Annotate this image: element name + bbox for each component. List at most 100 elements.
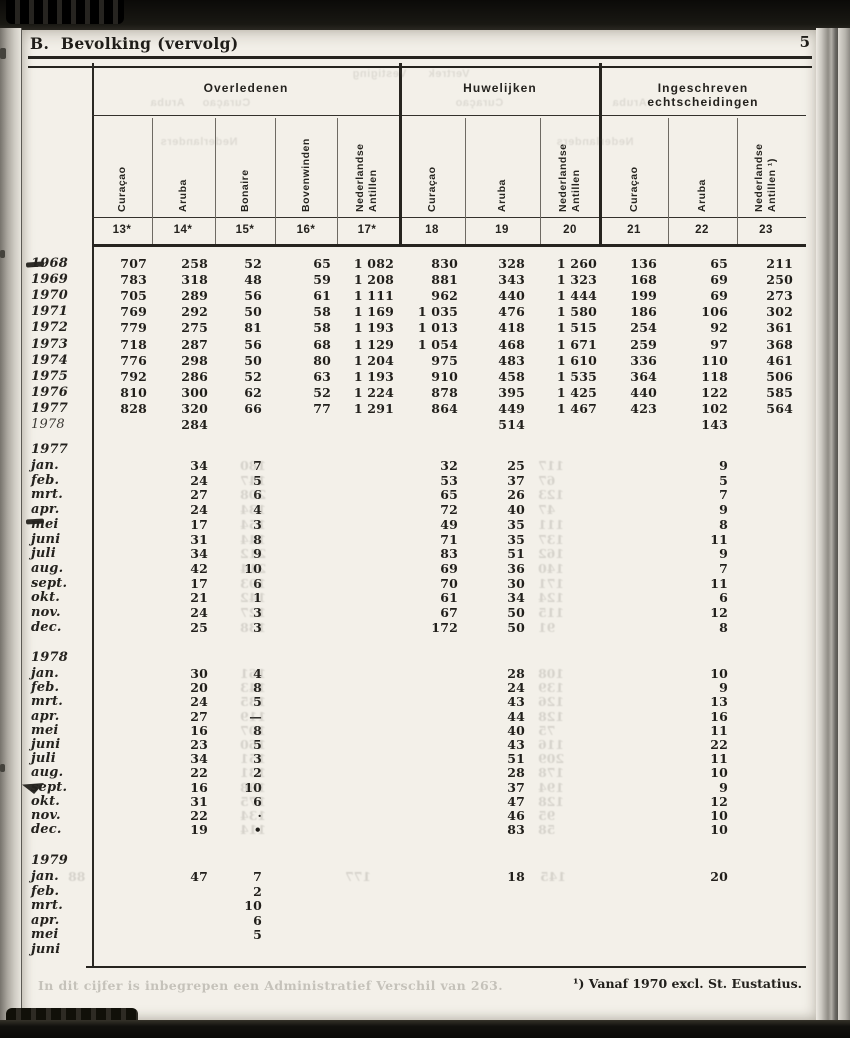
cell-col-14: 284 — [181, 417, 208, 432]
bleedthrough-number: 193 — [240, 575, 267, 591]
table-row-month: nov. 22 · 46 10 — [0, 808, 820, 824]
column-label-23: Nederlandse Antillen ¹) — [753, 143, 778, 212]
row-label: mrt. — [31, 898, 63, 913]
cell-col-17: 1 204 — [353, 352, 394, 368]
row-label: jan. — [31, 869, 59, 884]
row-label: apr. — [31, 708, 60, 724]
binding-bar-bottom — [0, 1020, 850, 1038]
cell-col-16: 77 — [313, 400, 331, 416]
column-divider — [215, 118, 216, 244]
row-label: juli — [31, 751, 56, 767]
cell-col-22: 10 — [710, 765, 728, 781]
cell-col-19: 30 — [507, 575, 525, 591]
cell-col-23: 564 — [766, 400, 793, 416]
cell-col-21: 259 — [630, 336, 657, 352]
cell-col-22: 110 — [701, 352, 728, 368]
row-label: 1973 — [31, 336, 68, 352]
column-number-21: 21 — [627, 224, 641, 236]
table-row-month: mrt. 24 5 43 13 — [0, 694, 820, 710]
cell-col-15: 5 — [253, 927, 262, 942]
row-label: 1977 — [31, 442, 68, 457]
cell-col-15: 3 — [253, 605, 262, 620]
bleedthrough-word: Aruba — [150, 97, 185, 109]
cell-col-14: 258 — [181, 256, 208, 271]
cell-col-23: 211 — [766, 256, 793, 271]
bleedthrough-number: 58 — [538, 822, 556, 838]
month-block-header: 1977 — [0, 442, 820, 458]
cell-col-22: 7 — [719, 560, 728, 576]
cell-col-14: 22 — [190, 765, 208, 781]
column-label-15: Bonaire — [238, 169, 251, 212]
cell-col-21: 364 — [630, 368, 657, 384]
cell-col-18: 864 — [431, 400, 458, 416]
cell-col-22: 118 — [701, 368, 728, 384]
cell-col-14: 34 — [190, 458, 208, 473]
cell-col-14: 20 — [190, 680, 208, 696]
cell-col-14: 27 — [190, 708, 208, 724]
table-row-month: juli 34 3 51 11 — [0, 751, 820, 767]
column-divider — [540, 118, 541, 244]
bleedthrough-number: 116 — [538, 737, 565, 752]
column-number-15: 15* — [235, 224, 255, 236]
cell-col-18: 32 — [440, 458, 458, 473]
cell-col-15: 66 — [244, 400, 262, 416]
cell-col-14: 30 — [190, 666, 208, 681]
cell-col-17: 1 208 — [353, 272, 394, 288]
cell-col-20: 1 323 — [556, 272, 597, 288]
cell-col-22: 65 — [710, 256, 728, 271]
cell-col-19: 24 — [507, 680, 525, 696]
cell-col-14: 25 — [190, 619, 208, 635]
cell-col-21: 254 — [630, 320, 657, 336]
bleedthrough-number: 115 — [538, 605, 565, 620]
cell-col-13: 718 — [120, 336, 147, 352]
cell-col-14: 289 — [181, 288, 208, 304]
table-row-year: 1975 792 286 52 63 1 193 910 458 1 535 364 118 506 — [0, 369, 820, 385]
cell-col-15: 4 — [253, 502, 262, 518]
cell-col-19: 476 — [498, 304, 525, 320]
cell-col-18: 1 035 — [417, 304, 458, 320]
cell-col-16: 80 — [313, 352, 331, 368]
cell-col-14: 17 — [190, 516, 208, 532]
bleedthrough-number: 180 — [240, 458, 267, 473]
cell-col-19: 26 — [507, 487, 525, 503]
bleedthrough-number: 177 — [345, 869, 372, 884]
row-label: feb. — [31, 883, 60, 899]
bleedthrough-number: 162 — [538, 546, 565, 562]
cell-col-19: 418 — [498, 320, 525, 336]
cell-col-17: 1 082 — [353, 256, 394, 271]
cell-col-16: 61 — [313, 288, 331, 304]
cell-col-14: 31 — [190, 531, 208, 547]
cell-col-15: 8 — [253, 531, 262, 547]
cell-col-22: 69 — [710, 272, 728, 288]
cell-col-15: 52 — [244, 368, 262, 384]
cell-col-19: 43 — [507, 694, 525, 710]
cell-col-20: 1 425 — [556, 384, 597, 400]
cell-col-15: 4 — [253, 666, 262, 681]
bleedthrough-number: 151 — [240, 751, 267, 767]
cell-col-15: 2 — [253, 883, 262, 899]
cell-col-21: 440 — [630, 384, 657, 400]
bleedthrough-number: 145 — [540, 869, 567, 884]
cell-col-20: 1 260 — [556, 256, 597, 271]
edge-mark — [0, 48, 6, 59]
cell-col-22: 122 — [701, 384, 728, 400]
row-label: juli — [31, 546, 56, 562]
table-row-year: 1976 810 300 62 52 1 224 878 395 1 425 440 122 585 — [0, 385, 820, 401]
cell-col-19: 37 — [507, 779, 525, 795]
column-number-19: 19 — [495, 224, 509, 236]
row-label: sept. — [31, 779, 68, 795]
row-label: mei — [31, 927, 59, 942]
footnote-right: ¹) Vanaf 1970 excl. St. Eustatius. — [573, 976, 802, 991]
bleedthrough-number: 143 — [240, 680, 267, 696]
cell-col-22: 8 — [719, 619, 728, 635]
row-label: dec. — [31, 822, 62, 838]
bleedthrough-number: 127 — [240, 605, 267, 620]
cell-col-21: 336 — [630, 352, 657, 368]
cell-col-17: 1 224 — [353, 384, 394, 400]
cell-col-15: 6 — [253, 487, 262, 503]
cell-col-19: 35 — [507, 516, 525, 532]
cell-col-20: 1 610 — [556, 352, 597, 368]
binding-bar-top — [0, 0, 850, 30]
cell-col-18: 881 — [431, 272, 458, 288]
cell-col-23: 273 — [766, 288, 793, 304]
